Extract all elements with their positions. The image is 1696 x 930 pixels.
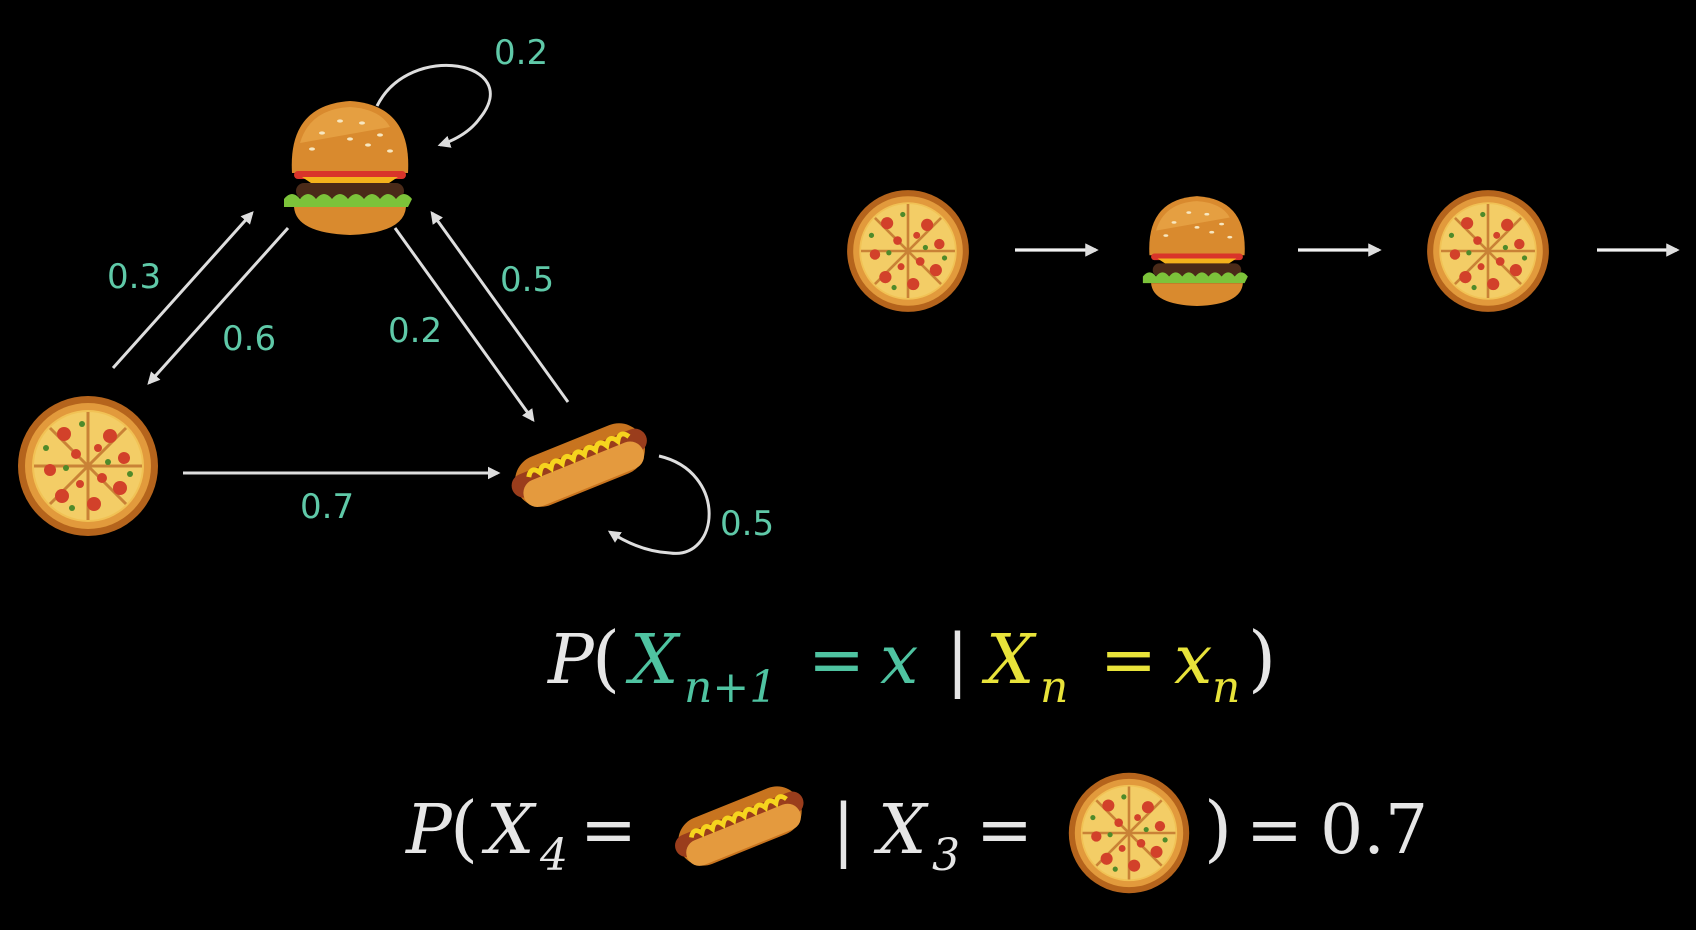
example-result: 0.7 (1320, 791, 1428, 870)
example-open-paren: ( (450, 786, 478, 870)
formula-example: P ( X 4 = | X 3 = ) = 0.7 (404, 771, 1428, 895)
label-burger-to-pizza: 0.6 (222, 319, 276, 359)
sequence-pizza-icon (1425, 188, 1551, 314)
example-close-paren: ) (1204, 786, 1232, 870)
burger-icon (284, 101, 412, 235)
formula-subscript-n-plus-1: n+1 (684, 662, 777, 713)
label-hotdog-to-burger: 0.5 (500, 260, 554, 300)
label-burger-self: 0.2 (494, 33, 548, 73)
label-pizza-to-burger: 0.3 (107, 257, 161, 297)
example-equals: = (580, 791, 637, 870)
example-subscript-3: 3 (932, 830, 960, 881)
sequence-pizza-icon (845, 188, 971, 314)
label-hotdog-self: 0.5 (720, 504, 774, 544)
arrow-pizza-to-burger (111, 211, 254, 370)
transition-labels: 0.2 0.3 0.6 0.2 0.5 0.7 0.5 (107, 33, 774, 544)
pizza-icon (16, 394, 160, 538)
example-equals: = (1246, 791, 1303, 870)
example-pizza-icon (1067, 771, 1191, 895)
sequence-burger-icon (1142, 196, 1248, 307)
arrow-hotdog-self-loop (607, 454, 711, 555)
formula-x-n-value: x (1174, 621, 1212, 700)
example-x4: X (481, 791, 537, 870)
example-p: P (404, 791, 453, 870)
formula-x-value: x (880, 621, 918, 700)
arrow-burger-to-hotdog (393, 227, 535, 423)
state-diagram: 0.2 0.3 0.6 0.2 0.5 0.7 0.5 (16, 33, 774, 555)
arrow-burger-self-loop (375, 63, 492, 148)
formula-close-paren: ) (1248, 616, 1276, 700)
example-x3: X (873, 791, 929, 870)
example-given-bar: | (832, 791, 855, 870)
example-equals: = (976, 791, 1033, 870)
arrow-burger-to-pizza (147, 226, 290, 385)
hotdog-icon (504, 414, 657, 516)
formula-p: P (546, 621, 595, 700)
formula-equals: = (1100, 621, 1157, 700)
formula-subscript-n: n (1040, 662, 1068, 713)
formula-x-next: X (625, 621, 681, 700)
arrows (111, 63, 711, 555)
formula-subscript-n: n (1212, 662, 1240, 713)
state-sequence (845, 188, 1680, 314)
formula-open-paren: ( (592, 616, 620, 700)
formula-general: P ( X n+1 = x | X n = x n ) (546, 616, 1276, 713)
arrow-hotdog-to-burger (430, 210, 570, 403)
formula-x-current: X (981, 621, 1037, 700)
formula-equals: = (808, 621, 865, 700)
example-hotdog-icon (667, 777, 812, 874)
formula-given-bar: | (946, 621, 969, 700)
label-burger-to-hotdog: 0.2 (388, 311, 442, 351)
example-subscript-4: 4 (539, 830, 568, 881)
label-pizza-to-hotdog: 0.7 (300, 487, 354, 527)
